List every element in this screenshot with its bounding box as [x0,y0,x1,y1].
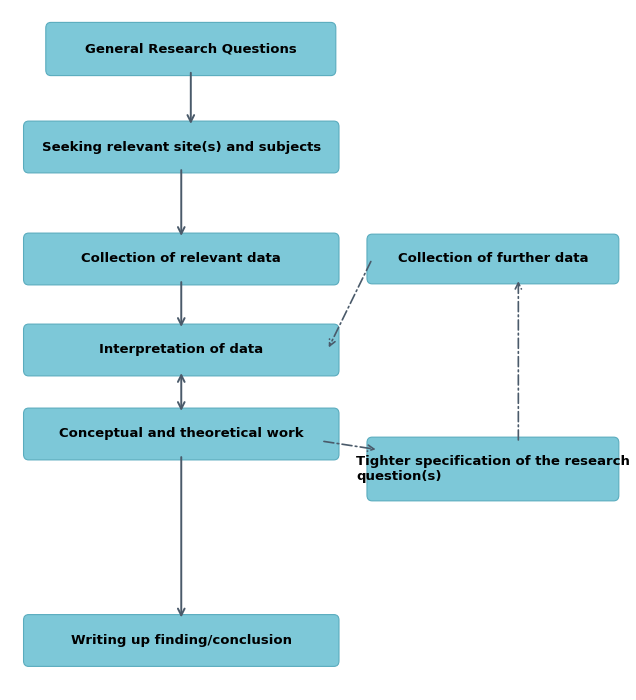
Text: Tighter specification of the research
question(s): Tighter specification of the research qu… [356,455,630,483]
Text: Writing up finding/conclusion: Writing up finding/conclusion [71,634,292,647]
Text: Seeking relevant site(s) and subjects: Seeking relevant site(s) and subjects [41,141,321,153]
Text: Interpretation of data: Interpretation of data [99,344,263,356]
FancyBboxPatch shape [367,234,619,284]
Text: Collection of further data: Collection of further data [398,253,588,265]
FancyBboxPatch shape [24,408,339,460]
FancyBboxPatch shape [24,121,339,173]
Text: Conceptual and theoretical work: Conceptual and theoretical work [59,428,303,440]
FancyBboxPatch shape [46,22,336,76]
Text: General Research Questions: General Research Questions [85,43,296,55]
Text: Collection of relevant data: Collection of relevant data [81,253,281,265]
FancyBboxPatch shape [24,324,339,376]
FancyBboxPatch shape [24,233,339,285]
FancyBboxPatch shape [24,615,339,666]
FancyBboxPatch shape [367,437,619,501]
